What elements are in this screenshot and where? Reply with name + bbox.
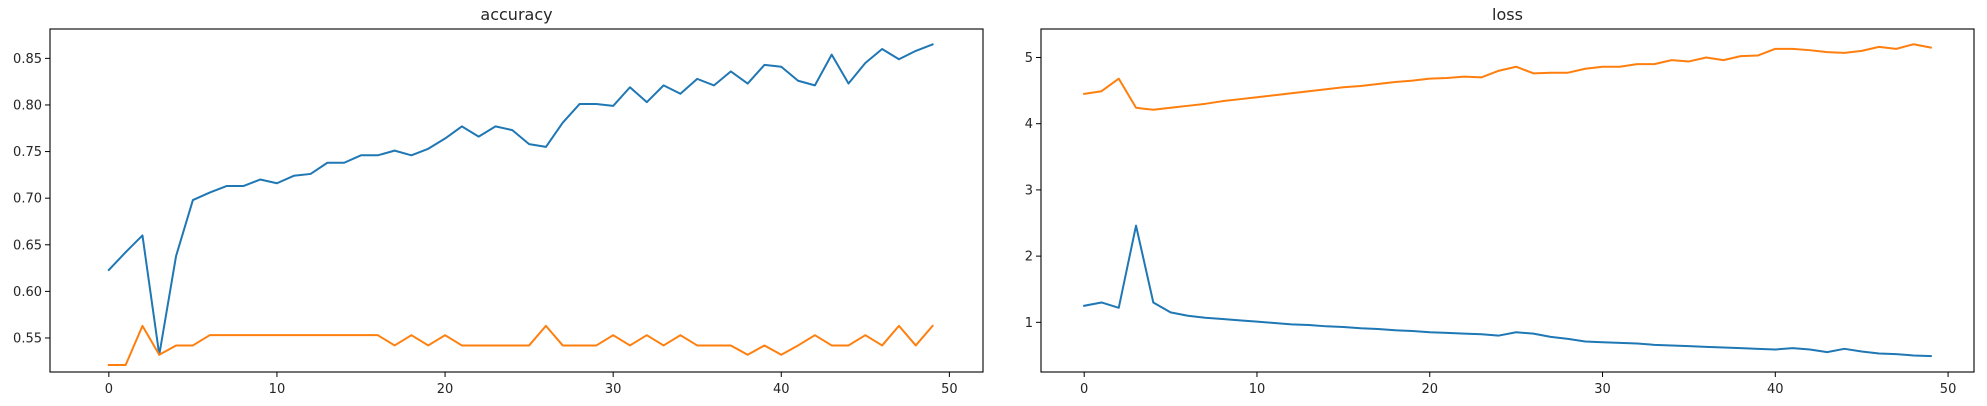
x-tick-label: 50 [941,382,958,397]
series-line-1 [1083,224,1932,358]
x-tick-label: 50 [1940,382,1957,397]
y-tick-label: 0.55 [13,331,42,346]
plot-frame [49,28,984,373]
series-line-1 [107,43,934,356]
x-tick-label: 20 [437,382,454,397]
y-tick-label: 0.80 [13,98,42,113]
x-tick-label: 0 [105,382,113,397]
chart-title: loss [1492,5,1523,24]
y-tick-label: 0.65 [13,238,42,253]
y-tick-label: 0.85 [13,52,42,67]
x-tick-label: 20 [1421,382,1438,397]
x-tick-label: 40 [1767,382,1784,397]
y-tick-label: 0.75 [13,145,42,160]
x-tick-label: 0 [1080,382,1088,397]
x-tick-label: 30 [1594,382,1611,397]
chart-title: accuracy [480,5,552,24]
y-tick-label: 0.60 [13,285,42,300]
y-tick-label: 3 [1025,183,1033,198]
chart-panel-accuracy: accuracy 0 10 20 30 40 50 0.55 0.60 0.65 0.70 0.75 0… [13,5,984,397]
x-tick-label: 30 [605,382,622,397]
x-tick-label: 40 [773,382,790,397]
y-tick-label: 0.70 [13,192,42,207]
x-tick-label: 10 [269,382,286,397]
x-tick-label: 10 [1249,382,1266,397]
series-line-2 [107,324,934,367]
y-tick-label: 1 [1025,316,1033,331]
y-tick-label: 4 [1025,117,1033,132]
chart-panel-loss: loss 0 10 20 30 40 50 1 2 3 4 5 [1025,5,1975,397]
series-line-2 [1083,43,1932,111]
y-tick-label: 5 [1025,51,1033,66]
y-tick-label: 2 [1025,250,1033,265]
plot-frame [1040,28,1975,373]
